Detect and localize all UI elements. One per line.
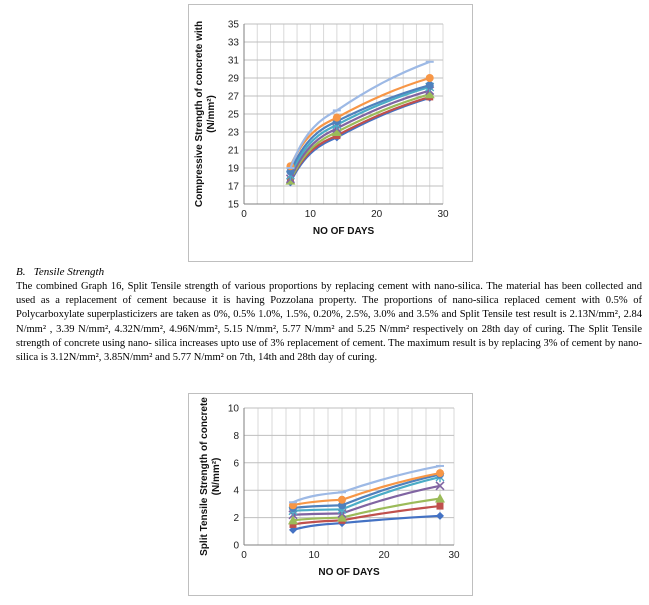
chart2-series-5-line — [292, 475, 441, 512]
chart1-y-axis-title: Compressive Strength of concrete with — [194, 21, 205, 207]
chart1-y-tick-label: 29 — [228, 74, 240, 85]
chart2-y-axis-title: (N/mm²) — [211, 458, 222, 496]
chart2-series-8-markers — [289, 464, 444, 504]
chart2-series-1-point — [436, 511, 444, 520]
body-paragraph: The combined Graph 16, Split Tensile str… — [16, 281, 642, 364]
chart1-x-tick-label: 10 — [305, 209, 317, 220]
chart1-y-axis-title: (N/mm²) — [206, 95, 217, 133]
chart1-y-tick-label: 21 — [228, 146, 240, 157]
chart1-y-tick-label: 19 — [228, 164, 240, 175]
chart1-series-6-point — [425, 81, 434, 90]
chart1-y-tick-label: 25 — [228, 110, 240, 121]
compressive-strength-chart-svg: 15 17 19 21 23 25 27 29 31 33 35 0 10 20 30 NO OF DAYS C… — [194, 20, 449, 238]
chart2-y-axis-title: Split Tensile Strength of concrete — [199, 397, 210, 556]
section-heading: B. Tensile Strength — [16, 266, 104, 278]
chart1-x-tick-label: 0 — [241, 209, 247, 220]
chart2-series-3-point — [288, 515, 298, 525]
chart2-x-tick-label: 10 — [308, 550, 320, 561]
chart2-series-7-point — [338, 495, 346, 504]
chart1-series-3-point — [424, 89, 435, 99]
chart2-y-tick-label: 10 — [228, 404, 240, 415]
split-tensile-strength-chart-svg: 0 2 4 6 8 10 0 10 20 30 NO OF DAYS Split Tensile St… — [199, 397, 460, 578]
chart1-x-tick-label: 20 — [371, 209, 383, 220]
chart1-y-tick-label: 35 — [228, 20, 240, 31]
chart1-x-axis-title: NO OF DAYS — [313, 226, 375, 237]
chart1-series-8-markers — [286, 60, 434, 169]
chart2-y-tick-label: 6 — [233, 458, 239, 469]
section-title: Tensile Strength — [33, 266, 105, 278]
chart2-y-tick-label: 4 — [233, 486, 239, 497]
chart1-y-tick-label: 31 — [228, 56, 240, 67]
chart2-series-6-point — [338, 501, 346, 510]
chart2-series-3-point — [337, 512, 347, 522]
chart2-series-7-point — [436, 469, 444, 478]
chart2-series-8-line — [292, 464, 441, 504]
chart1-series-7-point — [332, 113, 341, 122]
chart2-series-4-line — [292, 484, 441, 516]
chart1-y-tick-label: 17 — [228, 182, 240, 193]
compressive-strength-chart: 15 17 19 21 23 25 27 29 31 33 35 0 10 20 30 NO OF DAYS C… — [188, 4, 473, 262]
chart1-y-tick-label: 23 — [228, 128, 240, 139]
chart2-series-6-line — [292, 473, 441, 510]
chart2-series-4-point — [435, 481, 445, 491]
chart2-x-tick-label: 20 — [378, 550, 390, 561]
chart2-y-tick-label: 2 — [233, 513, 239, 524]
chart2-series-2-point — [436, 502, 444, 510]
chart2-x-tick-label: 30 — [448, 550, 460, 561]
chart1-x-tick-label: 30 — [437, 209, 449, 220]
chart2-series-7-line — [292, 471, 441, 507]
chart2-y-tick-label: 0 — [233, 541, 239, 552]
chart2-series-3-markers — [288, 493, 445, 525]
section-number: B. — [16, 266, 26, 278]
chart2-series-7-point — [289, 501, 297, 510]
chart2-series-3-point — [435, 493, 445, 503]
chart1-series-2-markers — [286, 93, 434, 185]
chart2-x-axis-title: NO OF DAYS — [318, 567, 380, 578]
chart1-y-tick-label: 33 — [228, 38, 240, 49]
chart2-series-2-point — [289, 520, 297, 528]
chart1-series-3-point — [331, 127, 342, 136]
chart1-series-7-point — [425, 74, 434, 82]
chart1-y-tick-label: 15 — [228, 200, 240, 211]
chart2-y-tick-label: 8 — [233, 431, 239, 442]
chart2-series-7-markers — [289, 469, 444, 510]
chart2-x-tick-label: 0 — [241, 550, 247, 561]
split-tensile-strength-chart: 0 2 4 6 8 10 0 10 20 30 NO OF DAYS Split Tensile St… — [188, 393, 473, 596]
chart1-y-tick-label: 27 — [228, 92, 240, 103]
